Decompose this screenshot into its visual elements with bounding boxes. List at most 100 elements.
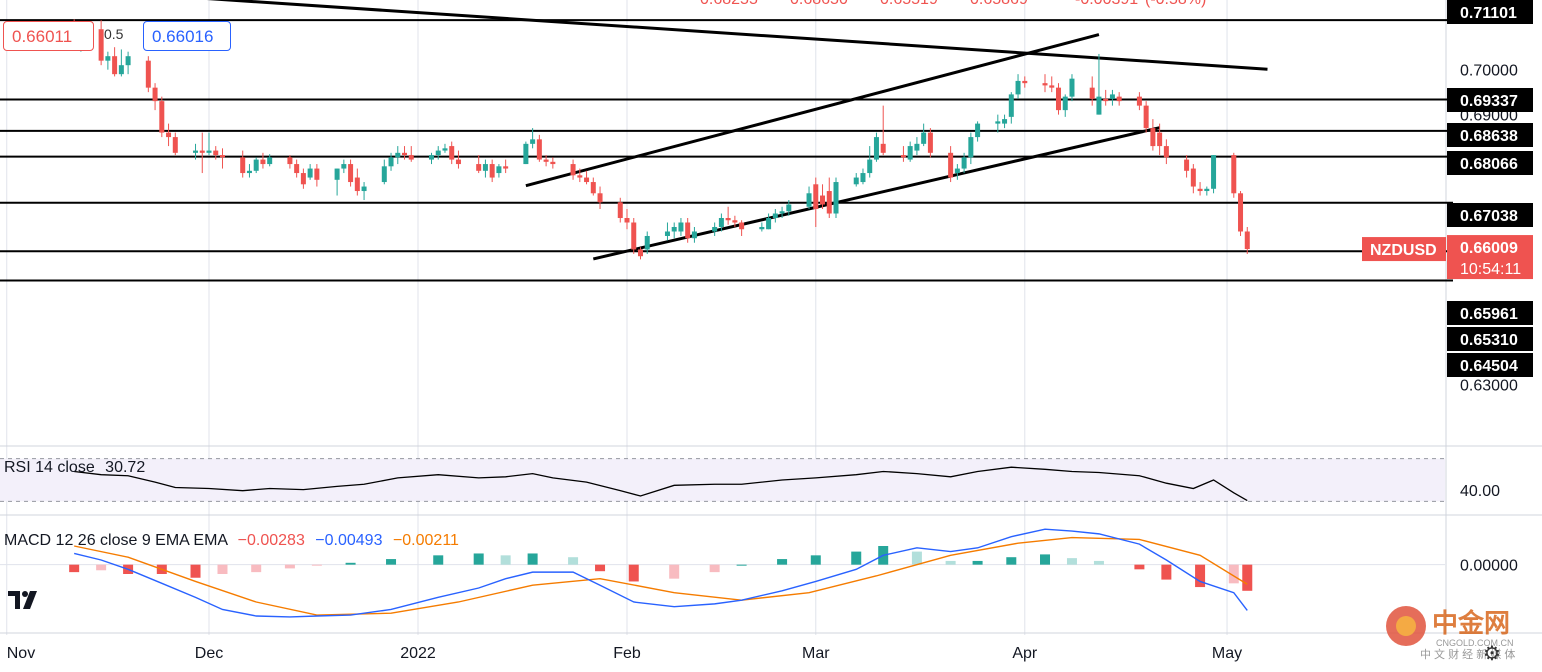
rsi-tick-label: 40.00 (1460, 483, 1500, 500)
candle-body (759, 226, 765, 230)
x-tick-label: 2022 (400, 645, 436, 662)
macd-histogram-value: −0.00283 (237, 532, 305, 549)
candle-body (523, 143, 529, 165)
level-tag-bg (1447, 88, 1533, 112)
candle-body (921, 132, 927, 144)
candle-body (442, 148, 448, 151)
rsi-line (74, 466, 1248, 502)
candle-body (1049, 85, 1055, 88)
candle-body (873, 137, 879, 160)
candle-body (354, 177, 360, 192)
candle-body (907, 146, 913, 160)
macd-histogram-bar (810, 555, 821, 565)
candle-body (961, 157, 967, 169)
price-tick-label: 0.70000 (1460, 63, 1518, 80)
macd-histogram-bar (1228, 564, 1239, 584)
macd-histogram-bar (568, 557, 579, 565)
tradingview-logo-icon[interactable] (6, 585, 44, 613)
macd-histogram-bar (311, 564, 322, 566)
candle-body (118, 65, 124, 75)
candle-body (530, 139, 536, 144)
candle-body (678, 222, 684, 232)
macd-histogram-bar (386, 559, 397, 565)
level-tag-label: 0.65310 (1460, 332, 1518, 349)
candle-body (213, 150, 219, 156)
macd-legend[interactable]: MACD 12 26 close 9 EMA EMA −0.00283 −0.0… (4, 532, 459, 550)
candle-body (105, 56, 111, 61)
macd-histogram-bar (595, 564, 606, 572)
symbol-tag (1362, 237, 1446, 262)
header-value: 0.65869 (970, 0, 1028, 8)
header-value: (-0.58%) (1145, 0, 1206, 8)
level-tag-label: 0.64504 (1460, 358, 1518, 375)
countdown-label: 10:54:11 (1460, 261, 1521, 278)
macd-histogram-bar (1093, 560, 1104, 565)
candle-body (664, 231, 670, 236)
candle-body (206, 150, 212, 153)
candle-body (1231, 155, 1237, 194)
candle-body (1022, 80, 1028, 84)
candle-body (766, 218, 772, 230)
macd-histogram-bar (1242, 564, 1253, 591)
trend-line-channel-top (525, 33, 1100, 188)
rsi-legend[interactable]: RSI 14 close 30.72 (4, 459, 145, 477)
candle-body (1163, 146, 1169, 158)
macd-line (73, 528, 1248, 618)
rsi-band (0, 458, 1445, 502)
candle-body (826, 191, 832, 214)
macd-histogram-bar (217, 564, 228, 574)
candle-body (1204, 188, 1210, 192)
buy-price-button[interactable]: 0.66016 (143, 21, 231, 51)
level-tag-bg (1447, 203, 1533, 227)
candle-body (166, 132, 172, 138)
candle-body (543, 159, 549, 162)
macd-tick-label: 0.00000 (1460, 558, 1518, 575)
candle-body (813, 184, 819, 210)
macd-histogram-bar (1161, 564, 1172, 580)
candle-body (496, 166, 502, 174)
candle-body (577, 175, 583, 178)
macd-histogram-bar (777, 559, 788, 565)
candle-body (718, 218, 724, 227)
watermark-brand: 中金网 (1432, 608, 1510, 638)
gear-icon[interactable]: ⚙ (1483, 643, 1501, 665)
macd-line-value: −0.00493 (315, 532, 383, 549)
candle-body (779, 211, 785, 214)
watermark-tagline: 中 文 财 经 新 媒 体 (1420, 647, 1515, 661)
candle-body (125, 56, 131, 66)
candle-body (476, 164, 482, 171)
level-tag-label: 0.68066 (1460, 156, 1518, 173)
x-tick-label: Apr (1012, 645, 1038, 662)
level-tag-label: 0.69337 (1460, 93, 1518, 110)
header-value: 0.65519 (880, 0, 938, 8)
candle-body (570, 164, 576, 176)
level-tag-label: 0.68638 (1460, 128, 1518, 145)
rsi-title: RSI 14 close (4, 459, 95, 476)
candle-body (287, 157, 293, 165)
candle-body (395, 152, 401, 158)
candle-body (617, 202, 623, 219)
current-price-label: 0.66009 (1460, 240, 1518, 257)
candle-body (449, 146, 455, 160)
candle-body (1143, 105, 1149, 129)
x-tick-label: Nov (7, 645, 35, 662)
candle-body (1184, 159, 1190, 171)
macd-histogram-bar (1066, 558, 1077, 565)
watermark-url: CNGOLD.COM.CN (1436, 638, 1514, 648)
candle-body (1116, 96, 1122, 102)
candle-body (246, 170, 252, 174)
candle-body (253, 159, 259, 171)
level-tag-label: 0.67038 (1460, 208, 1518, 225)
candle-body (968, 137, 974, 158)
sell-price-button[interactable]: 0.66011 (3, 21, 94, 51)
candle-body (975, 123, 981, 138)
candle-body (435, 150, 441, 156)
candle-body (1096, 96, 1102, 115)
macd-histogram-bar (709, 564, 720, 573)
candle-body (1089, 87, 1095, 99)
candle-body (867, 159, 873, 174)
candle-body (1136, 96, 1142, 106)
candle-body (880, 143, 886, 153)
candle-body (712, 226, 718, 232)
